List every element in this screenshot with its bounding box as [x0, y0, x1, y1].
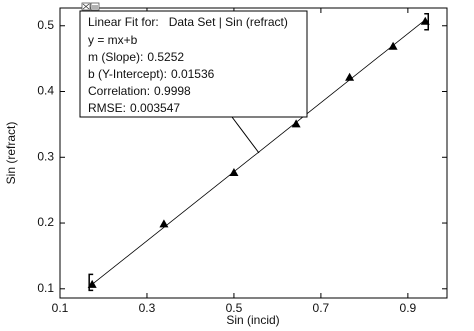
options-lines — [92, 5, 98, 9]
x-axis-label: Sin (incid) — [226, 313, 279, 327]
intercept-label: b (Y-Intercept): — [88, 67, 167, 81]
y-tick-label: 0.5 — [37, 18, 54, 32]
correlation-value: 0.9998 — [154, 84, 191, 98]
plot-area: 0.1 0.3 0.5 0.7 0.9 0.1 0.2 0.3 0.4 0.5 — [37, 8, 447, 315]
fit-annotation: Linear Fit for: Data Set | Sin (refract) … — [79, 2, 308, 154]
fit-title-text: Linear Fit for: — [88, 15, 159, 29]
y-tick-label: 0.4 — [37, 84, 54, 98]
annotation-leader — [231, 116, 260, 154]
data-point — [291, 119, 301, 128]
intercept-value: 0.01536 — [171, 67, 215, 81]
data-point — [420, 16, 430, 25]
y-tick-label: 0.3 — [37, 149, 54, 163]
fit-correlation: Correlation: 0.9998 — [88, 84, 191, 98]
options-icon[interactable] — [90, 2, 100, 11]
rmse-value: 0.003547 — [130, 101, 180, 115]
correlation-label: Correlation: — [88, 84, 150, 98]
data-point — [388, 41, 398, 50]
y-tick-label: 0.2 — [37, 215, 54, 229]
fit-equation: y = mx+b — [88, 33, 138, 47]
data-point — [345, 72, 355, 81]
fit-dataset: Data Set | Sin (refract) — [169, 15, 288, 29]
slope-label: m (Slope): — [88, 50, 143, 64]
rmse-label: RMSE: — [88, 101, 126, 115]
y-axis-label: Sin (refract) — [4, 122, 18, 185]
close-x — [82, 3, 90, 10]
data-point — [229, 168, 239, 177]
fit-slope: m (Slope): 0.5252 — [88, 50, 184, 64]
data-point — [159, 219, 169, 228]
data-point — [87, 279, 97, 288]
y-tick-label: 0.1 — [37, 281, 54, 295]
fit-title: Linear Fit for: Data Set | Sin (refract) — [88, 15, 288, 29]
plot-frame — [59, 7, 448, 299]
x-tick-label: 0.7 — [313, 301, 330, 315]
x-tick-label: 0.5 — [226, 301, 243, 315]
range-bracket — [88, 273, 94, 292]
x-tick-label: 0.1 — [52, 301, 69, 315]
x-tick-label: 0.3 — [139, 301, 156, 315]
x-tick-label: 0.9 — [400, 301, 417, 315]
slope-value: 0.5252 — [147, 50, 184, 64]
fit-intercept: b (Y-Intercept): 0.01536 — [88, 67, 215, 81]
annotation-box — [79, 10, 308, 118]
range-bracket — [424, 13, 430, 31]
fit-rmse: RMSE: 0.003547 — [88, 101, 180, 115]
